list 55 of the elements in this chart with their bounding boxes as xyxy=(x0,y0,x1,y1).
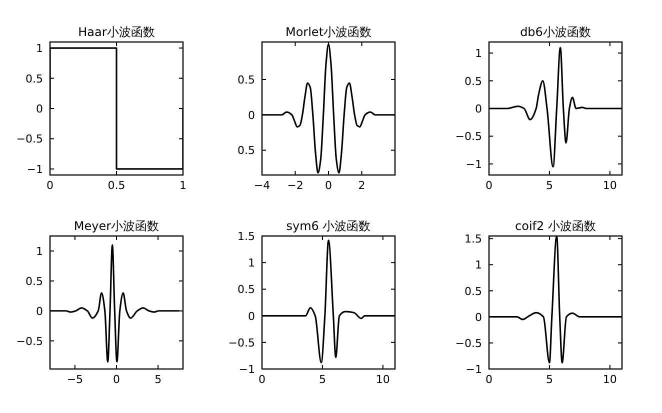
y-tick-label: −0.5 xyxy=(16,334,43,348)
x-tick-label: −2 xyxy=(287,179,304,192)
y-tick-label: 0 xyxy=(36,304,43,318)
y-tick-label: 1 xyxy=(36,42,43,56)
y-tick-label: 0.5 xyxy=(238,283,255,296)
y-tick-label: −1 xyxy=(466,158,482,171)
chart-title: Haar小波函数 xyxy=(78,25,155,39)
y-tick-label: 0.5 xyxy=(238,144,255,158)
chart-title: sym6 小波函数 xyxy=(286,219,371,233)
x-tick-label: 0 xyxy=(258,373,266,386)
chart-title: Morlet小波函数 xyxy=(285,25,372,39)
x-tick-label: 10 xyxy=(602,179,617,192)
y-tick-label: 0.5 xyxy=(26,274,43,288)
y-tick-label: 0.5 xyxy=(26,72,43,86)
y-tick-label: 1 xyxy=(248,256,255,270)
chart-title: coif2 小波函数 xyxy=(515,219,596,233)
x-tick-label: 10 xyxy=(602,373,617,386)
chart-title: Meyer小波函数 xyxy=(74,219,160,233)
y-tick-label: 0 xyxy=(248,108,255,122)
y-tick-label: 1 xyxy=(475,47,482,60)
x-tick-label: 5 xyxy=(546,179,553,192)
y-tick-label: 0.5 xyxy=(464,284,482,298)
y-tick-label: 0.5 xyxy=(238,73,255,86)
y-tick-label: 1 xyxy=(36,244,43,258)
x-tick-label: 5 xyxy=(154,373,162,386)
y-tick-label: −0.5 xyxy=(455,336,482,350)
x-tick-label: 0 xyxy=(113,373,120,386)
y-tick-label: −1 xyxy=(466,363,482,376)
y-tick-label: 0 xyxy=(475,102,482,116)
x-tick-label: −5 xyxy=(66,373,84,386)
y-tick-label: 1.5 xyxy=(464,232,482,246)
x-tick-label: 0 xyxy=(46,179,54,192)
y-tick-label: −0.5 xyxy=(228,336,255,350)
x-tick-label: −4 xyxy=(254,179,270,192)
y-tick-label: 0 xyxy=(475,310,482,324)
x-tick-label: 5 xyxy=(546,373,553,386)
x-tick-label: 0 xyxy=(486,179,492,192)
y-tick-label: −0.5 xyxy=(16,132,43,146)
x-tick-label: 0 xyxy=(325,179,332,192)
x-tick-label: 10 xyxy=(376,373,390,386)
x-tick-label: 0 xyxy=(486,373,492,386)
x-tick-label: 1 xyxy=(180,179,186,192)
y-tick-label: 0 xyxy=(248,310,255,323)
y-tick-label: −0.5 xyxy=(455,130,482,144)
y-tick-label: −1 xyxy=(26,162,43,176)
y-tick-label: 1.5 xyxy=(238,230,255,243)
y-tick-label: −1 xyxy=(238,363,255,376)
y-tick-label: 1 xyxy=(475,258,482,272)
y-tick-label: 0.5 xyxy=(464,74,482,88)
x-tick-label: 5 xyxy=(318,373,326,386)
x-tick-label: 2 xyxy=(358,179,366,192)
x-tick-label: 0.5 xyxy=(108,179,126,192)
chart-title: db6小波函数 xyxy=(520,25,591,39)
y-tick-label: 0 xyxy=(36,102,43,116)
line-series xyxy=(262,43,395,174)
